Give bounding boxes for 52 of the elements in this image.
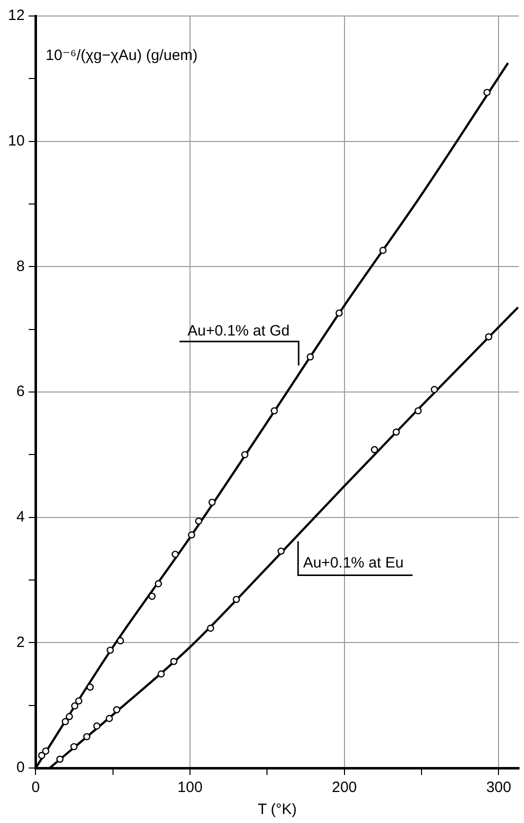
point	[430, 386, 438, 394]
y-tick-label: 10	[8, 132, 25, 150]
point	[71, 702, 78, 710]
point	[106, 714, 113, 722]
point	[106, 646, 114, 654]
point	[206, 624, 214, 632]
y-tick-label: 2	[16, 634, 25, 651]
point	[241, 451, 248, 458]
y-tick-label: 8	[16, 258, 25, 275]
point	[336, 309, 343, 317]
point	[172, 550, 179, 558]
point	[158, 670, 165, 678]
point	[38, 752, 46, 760]
point	[70, 743, 78, 750]
point	[56, 756, 64, 763]
point	[278, 548, 285, 555]
point	[195, 517, 202, 525]
x-tick-label: 100	[178, 779, 203, 796]
x-tick-label: 0	[32, 779, 40, 796]
point	[42, 747, 50, 755]
y-axis-title: 10⁻⁶/(χg−χAu) (g/uem)	[46, 47, 198, 64]
point	[113, 706, 120, 714]
x-axis-title: T (°K)	[258, 801, 297, 818]
point	[154, 580, 162, 588]
point	[306, 353, 314, 361]
point	[75, 697, 82, 705]
point	[414, 407, 422, 414]
y-tick-label: 6	[16, 383, 25, 400]
y-tick-label: 0	[16, 759, 25, 776]
point	[379, 246, 387, 254]
point	[188, 531, 196, 538]
x-tick-label: 300	[486, 779, 512, 796]
point	[392, 428, 400, 436]
annotation: Au+0.1% at Eu	[303, 554, 404, 572]
point	[148, 592, 156, 600]
point	[485, 333, 492, 340]
point	[62, 718, 69, 726]
point	[370, 446, 378, 454]
point	[86, 684, 94, 691]
point	[483, 88, 491, 96]
point	[83, 733, 90, 740]
point	[232, 596, 240, 604]
point	[93, 722, 100, 730]
point	[270, 407, 278, 414]
point	[116, 637, 124, 644]
point	[170, 658, 178, 666]
x-tick-label: 200	[332, 779, 357, 796]
point	[208, 498, 216, 506]
annotation: Au+0.1% at Gd	[187, 322, 290, 340]
y-tick-label: 4	[16, 508, 25, 526]
point	[66, 713, 73, 720]
y-tick-label: 12	[8, 7, 25, 24]
